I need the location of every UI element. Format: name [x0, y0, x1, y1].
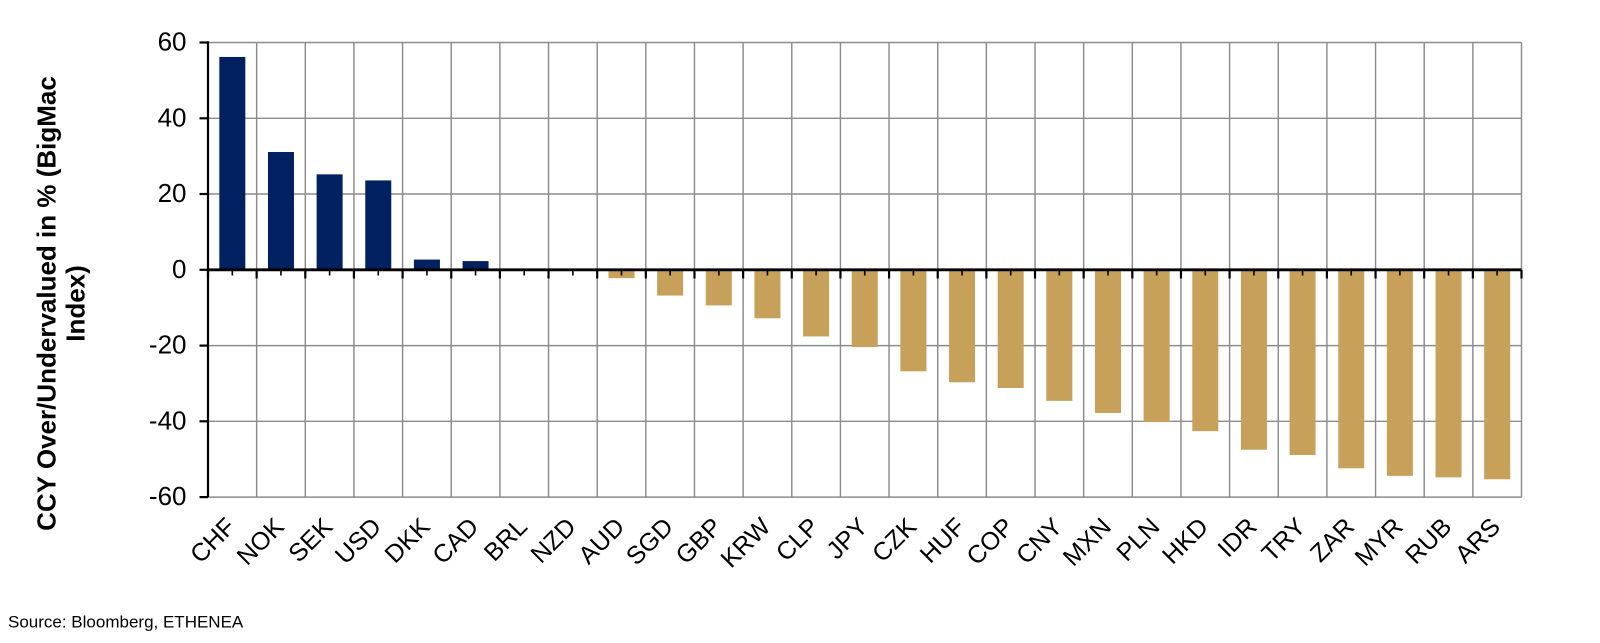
svg-text:40: 40: [158, 102, 187, 132]
svg-text:-40: -40: [149, 405, 187, 435]
svg-text:-20: -20: [149, 330, 187, 360]
svg-text:20: 20: [158, 178, 187, 208]
svg-text:Source: Bloomberg, ETHENEA: Source: Bloomberg, ETHENEA: [8, 613, 244, 632]
svg-text:CCY Over/Undervalued in % (Big: CCY Over/Undervalued in % (BigMac: [31, 76, 61, 531]
svg-text:-60: -60: [149, 481, 187, 511]
svg-text:Index): Index): [60, 265, 90, 342]
svg-text:0: 0: [172, 254, 186, 284]
svg-text:60: 60: [158, 27, 187, 57]
